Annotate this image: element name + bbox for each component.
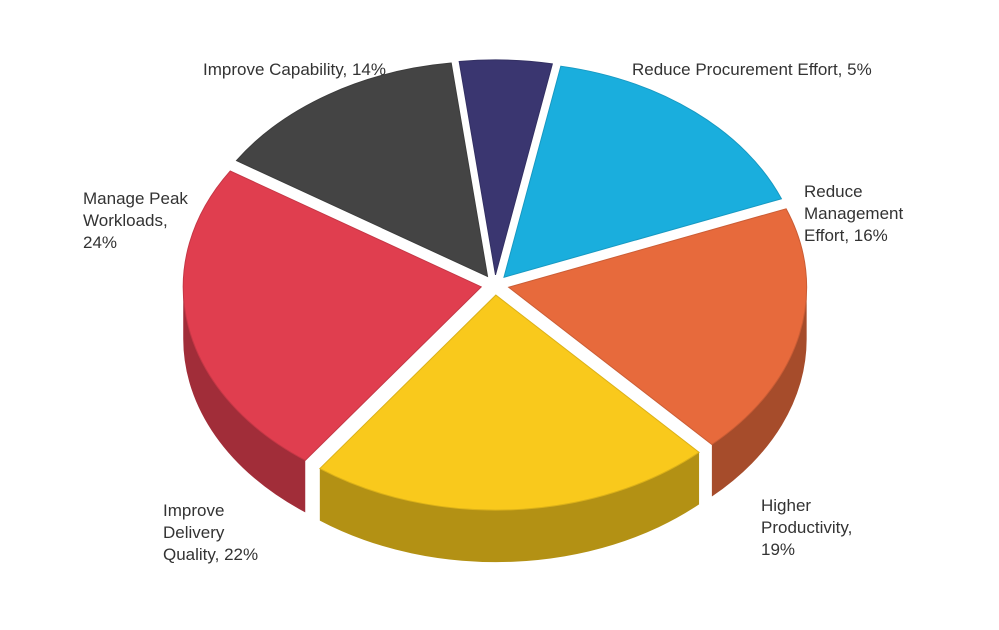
slice-label-3: Improve Delivery Quality, 22% (163, 501, 258, 564)
pie-side-2 (711, 287, 807, 497)
pie-tops (182, 59, 808, 511)
pie-labels: Reduce Procurement Effort, 5% Reduce Manag… (83, 60, 904, 564)
slice-label-line: Quality, 22% (163, 545, 258, 564)
slice-label-line: Reduce (804, 182, 863, 201)
pie-slice-5 (235, 62, 489, 278)
slice-label-0: Reduce Procurement Effort, 5% (632, 60, 872, 79)
slice-label-line: Effort, 16% (804, 226, 888, 245)
slice-label-2: Higher Productivity, 19% (761, 496, 852, 559)
slice-label-line: Management (804, 204, 904, 223)
pie-slice-1 (503, 65, 783, 278)
slice-label-line: 24% (83, 233, 117, 252)
slice-label-line: Higher (761, 496, 811, 515)
pie-sides (183, 286, 807, 563)
slice-label-line: Productivity, (761, 518, 852, 537)
slice-label-5: Improve Capability, 14% (203, 60, 386, 79)
pie-side-4 (183, 286, 306, 513)
slice-label-4: Manage Peak Workloads, 24% (83, 189, 188, 252)
pie-slice-2 (507, 208, 808, 446)
slice-label-line: Improve (163, 501, 224, 520)
pie-slice-3 (318, 294, 700, 511)
slice-label-line: Reduce Procurement Effort, 5% (632, 60, 872, 79)
slice-label-line: Manage Peak (83, 189, 188, 208)
pie-side-3 (319, 452, 700, 563)
slice-label-1: Reduce Management Effort, 16% (804, 182, 904, 245)
pie-slice-0 (458, 59, 553, 276)
slice-label-line: Improve Capability, 14% (203, 60, 386, 79)
slice-label-line: Workloads, (83, 211, 168, 230)
slice-label-line: 19% (761, 540, 795, 559)
slice-label-line: Delivery (163, 523, 225, 542)
pie-slice-4 (182, 170, 483, 461)
